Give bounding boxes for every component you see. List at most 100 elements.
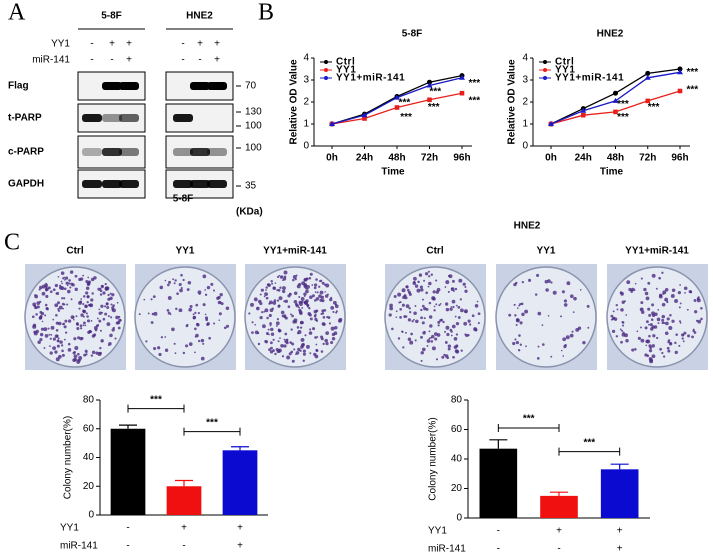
y-tick-label: 0 — [303, 141, 309, 152]
colony — [57, 321, 62, 326]
colony — [105, 302, 109, 306]
colony — [666, 346, 670, 350]
blot-label: c-PARP — [8, 147, 44, 158]
colony — [251, 321, 254, 324]
colony — [73, 318, 75, 321]
colony — [325, 283, 330, 288]
colony — [45, 287, 48, 290]
colony — [327, 316, 331, 319]
colony — [291, 359, 295, 363]
colony — [297, 329, 302, 334]
colony — [648, 323, 650, 326]
colony — [107, 315, 110, 318]
series-line — [550, 90, 681, 125]
colony — [205, 318, 209, 322]
y-tick-label: 20 — [83, 481, 95, 492]
blot-band — [190, 82, 210, 90]
colony — [611, 329, 616, 334]
colony — [253, 297, 258, 302]
marker: 100 — [245, 143, 262, 154]
colony — [572, 311, 575, 314]
colony — [561, 290, 565, 294]
significance: *** — [399, 98, 411, 109]
colony — [100, 339, 104, 343]
colony — [63, 297, 66, 300]
colony — [65, 281, 69, 285]
colony — [80, 298, 83, 300]
colony — [164, 279, 167, 282]
colony — [402, 346, 405, 349]
colony — [524, 309, 529, 314]
colony — [328, 322, 331, 325]
y-axis-label: Colony number(%) — [63, 416, 74, 499]
colony — [270, 332, 275, 336]
legend-marker — [543, 68, 547, 72]
colony — [671, 288, 676, 293]
colony — [48, 345, 51, 348]
colony — [464, 289, 468, 293]
colony — [330, 305, 335, 310]
colony — [112, 308, 116, 313]
colony — [640, 338, 645, 343]
colony — [110, 316, 113, 319]
colony — [645, 296, 650, 301]
colony — [552, 290, 557, 295]
significance: *** — [430, 87, 442, 98]
colony — [414, 339, 417, 342]
colony — [288, 352, 292, 356]
colony — [225, 324, 230, 328]
colony — [171, 327, 175, 332]
colony — [75, 315, 78, 318]
colony — [305, 289, 309, 294]
colony — [420, 288, 424, 292]
colony — [57, 309, 61, 312]
colony — [684, 292, 686, 294]
colony — [476, 300, 479, 303]
marker: 70 — [245, 81, 257, 92]
colony — [330, 340, 334, 345]
colony — [82, 274, 85, 277]
colony — [52, 337, 56, 341]
point — [548, 121, 554, 126]
colony — [94, 328, 98, 332]
colony — [290, 313, 292, 316]
treatment-label: miR-141 — [60, 541, 98, 552]
colony — [158, 352, 162, 357]
colony — [69, 270, 74, 274]
significance: *** — [469, 96, 481, 107]
colony — [66, 289, 71, 294]
colony — [315, 297, 320, 301]
colony — [269, 324, 272, 327]
colony — [60, 280, 63, 283]
colony — [85, 291, 89, 295]
colony — [582, 340, 586, 345]
colony — [321, 281, 325, 285]
colony — [58, 305, 63, 310]
colony — [431, 296, 436, 301]
colony — [52, 346, 57, 351]
legend-marker — [543, 60, 547, 64]
colony — [159, 285, 164, 290]
point — [459, 90, 465, 96]
colony — [388, 313, 392, 317]
colony — [157, 346, 161, 350]
colony — [196, 322, 199, 326]
colony — [70, 298, 73, 301]
sign: + — [556, 526, 562, 537]
colony — [200, 356, 205, 361]
colony — [679, 302, 682, 305]
blot-band — [207, 148, 227, 156]
colony — [210, 282, 214, 286]
colony — [275, 321, 280, 326]
colony — [217, 295, 221, 300]
colony — [49, 337, 52, 340]
colony — [197, 312, 200, 315]
colony — [432, 290, 436, 294]
x-axis-label: Time — [381, 167, 405, 178]
colony — [77, 352, 80, 356]
colony — [678, 306, 681, 309]
bracket — [183, 427, 241, 436]
colony — [651, 354, 656, 359]
colony — [325, 341, 329, 346]
colony — [528, 278, 532, 282]
